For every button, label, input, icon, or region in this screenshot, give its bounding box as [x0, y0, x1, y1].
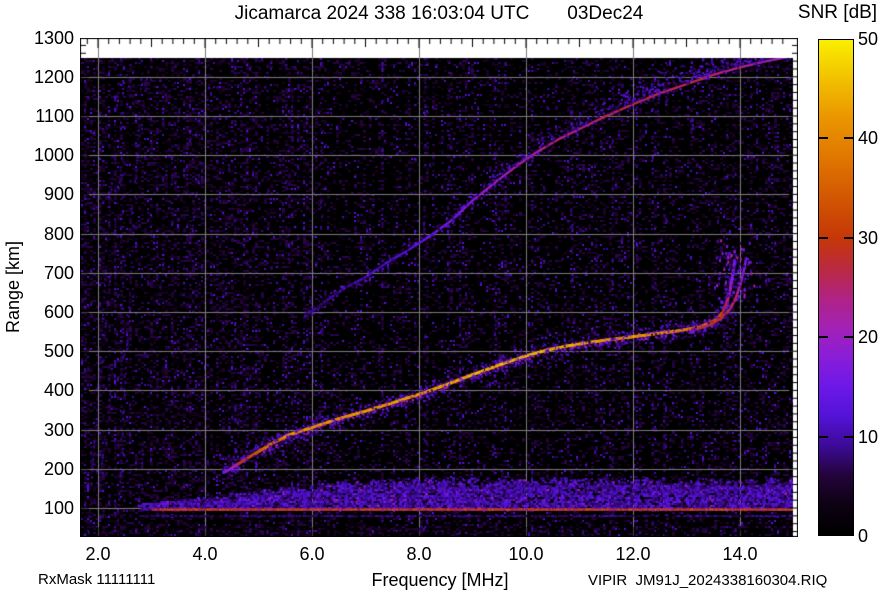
y-axis-tick-label: 900	[43, 184, 74, 205]
colorbar-tick-label: 10	[858, 426, 879, 447]
colorbar-tick-mark	[819, 435, 828, 438]
colorbar-tick-label: 0	[858, 526, 869, 546]
y-axis-tick-label: 1300	[33, 27, 74, 48]
x-axis-tick-label: 4.0	[192, 544, 218, 564]
x-axis-tick-label: 6.0	[299, 544, 325, 564]
colorbar-tick-label: 40	[858, 128, 879, 149]
colorbar-tick-label: 50	[858, 29, 879, 49]
rxmask-label: RxMask 11111111	[38, 571, 156, 588]
colorbar-tick-mark	[844, 137, 853, 140]
y-axis-tick-label: 700	[43, 262, 74, 283]
file-id-label: VIPIR JM91J_2024338160304.RIQ	[588, 572, 828, 589]
plot-title-row: Jicamarca 2024 338 16:03:04 UTC 03Dec24	[80, 3, 798, 25]
y-axis-tick-label: 1100	[35, 106, 74, 126]
y-axis-tick-label: 1000	[33, 145, 74, 166]
y-axis-tick-label: 600	[43, 302, 74, 322]
plot-date: 03Dec24	[567, 3, 644, 24]
y-axis-tick-label: 400	[43, 380, 74, 401]
colorbar-tick-mark	[844, 336, 853, 339]
y-axis-tick-label: 800	[43, 223, 74, 244]
y-axis-tick-label: 100	[43, 498, 74, 518]
x-axis-title: Frequency [MHz]	[371, 570, 509, 590]
plot-title: Jicamarca 2024 338 16:03:04 UTC	[234, 3, 530, 24]
colorbar-gradient	[818, 39, 854, 536]
x-axis-tick-label: 14.0	[722, 544, 758, 564]
y-axis-tick-label: 300	[43, 419, 74, 440]
x-axis-tick-label: 2.0	[85, 544, 111, 564]
y-axis-tick-label: 1200	[33, 66, 74, 87]
colorbar-tick-mark	[819, 336, 828, 339]
y-axis-tick-label: 500	[43, 341, 74, 362]
ionogram-heatmap-canvas	[80, 38, 798, 537]
colorbar-tick-mark	[844, 435, 853, 438]
colorbar-tick-mark	[819, 236, 828, 239]
x-axis-tick-label: 12.0	[615, 544, 651, 564]
colorbar-tick-label: 20	[858, 327, 879, 348]
colorbar-title: SNR [dB]	[797, 2, 878, 23]
x-axis-tick-label: 8.0	[406, 544, 432, 564]
y-axis-tick-label: 200	[43, 458, 74, 479]
colorbar-tick-label: 30	[858, 227, 879, 248]
colorbar-tick-mark	[819, 137, 828, 140]
x-axis-tick-label: 10.0	[508, 544, 544, 564]
colorbar-tick-mark	[844, 236, 853, 239]
